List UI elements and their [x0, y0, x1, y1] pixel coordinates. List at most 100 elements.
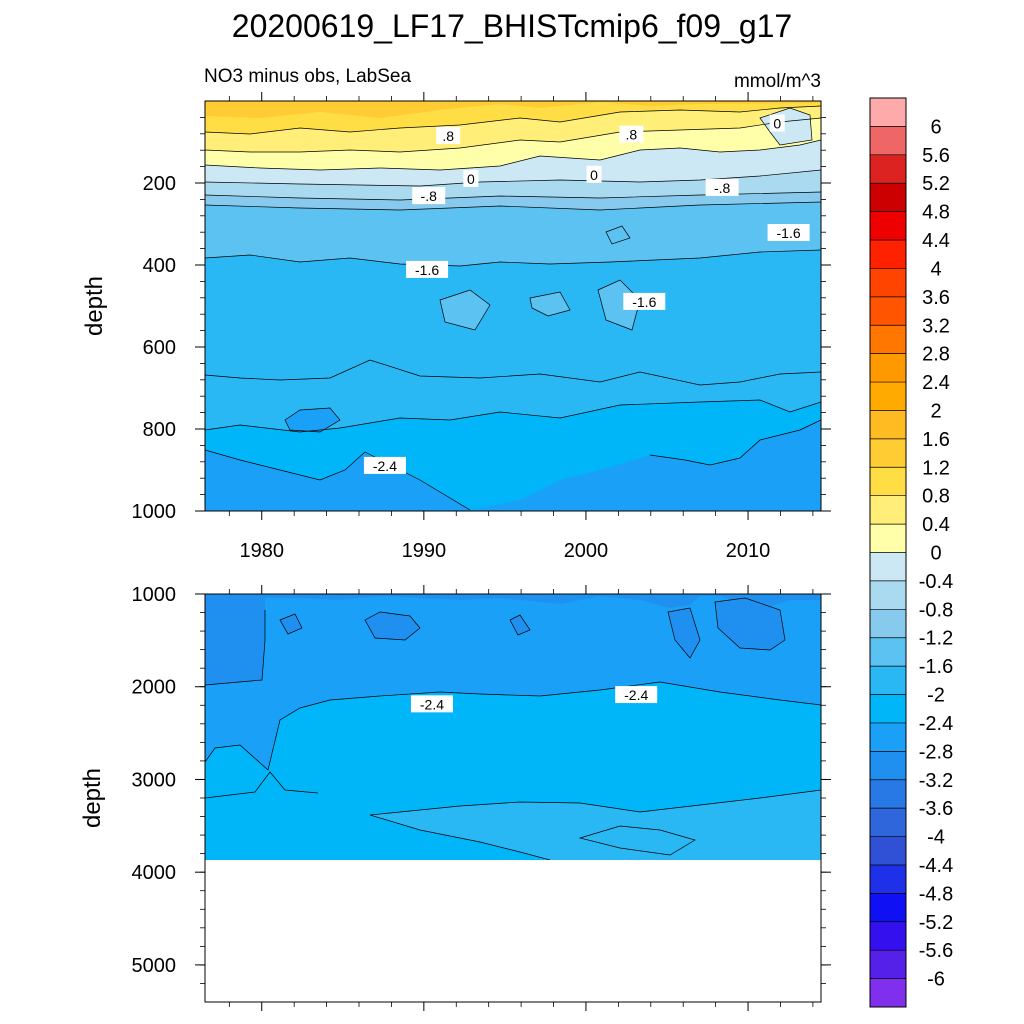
contour-label-text: -2.4 [420, 696, 444, 712]
axes: 1980 1990 2000 2010 200 400 600 800 1000 1000 2000… [132, 92, 831, 1011]
y-tick-label: 400 [143, 255, 176, 277]
colorbar-swatch [870, 666, 906, 696]
panel2-contour-lines [205, 597, 821, 860]
colorbar-swatch [870, 382, 906, 411]
colorbar-label: -4 [927, 827, 945, 849]
colorbar-swatch [870, 921, 906, 951]
panel1-band-1.2 [205, 101, 821, 118]
y-tick-label: 1000 [132, 584, 177, 606]
contour-label: -1.6 [767, 224, 810, 242]
x-tick-label: 2010 [726, 540, 771, 562]
y-tick-label: 600 [143, 337, 176, 359]
contour-label-text: -2.4 [373, 458, 397, 474]
colorbar-swatch [870, 438, 906, 468]
colorbar-swatch [870, 779, 906, 809]
colorbar-swatch [870, 154, 906, 184]
contour-label-bg [623, 292, 666, 310]
colorbar-swatch [870, 864, 906, 894]
colorbar-swatch [870, 353, 906, 383]
panel1-band-minus2.8-island [285, 408, 340, 432]
colorbar-frame [869, 97, 907, 1008]
colorbar-swatch [870, 580, 906, 610]
colorbar-label: -5.2 [919, 912, 953, 934]
contour-label: -1.6 [623, 292, 666, 310]
colorbar-swatch [870, 722, 906, 752]
colorbar-swatch [870, 950, 906, 980]
colorbar-label: 3.6 [922, 287, 950, 309]
contour-label-text: 0 [773, 116, 781, 132]
contour-label-text: .8 [625, 127, 637, 143]
colorbar-swatch [870, 126, 906, 156]
panel1-frame [204, 100, 822, 512]
colorbar-swatch [870, 836, 906, 866]
contour-label-text: -1.6 [415, 262, 439, 278]
colorbar-swatch [870, 893, 906, 923]
colorbar-swatch [870, 183, 906, 213]
panel2-band-minus3.2-island-a [365, 612, 420, 640]
contour-label-text: -.8 [421, 188, 438, 204]
panel2-band-minus3.2-island-b [510, 615, 530, 635]
contour-label: -.8 [412, 187, 446, 205]
contour-label: -2.4 [410, 695, 453, 713]
contour-label: .8 [436, 126, 461, 144]
colorbar-label: 0.4 [922, 514, 950, 536]
colorbar-label: 4.4 [922, 230, 950, 252]
contour-label: -.8 [705, 178, 739, 196]
colorbar-label: -3.2 [919, 770, 953, 792]
contour-label: 0 [769, 114, 785, 132]
contour-label-text: -2.4 [624, 687, 648, 703]
contour-label-text: 0 [467, 171, 475, 187]
colorbar-label: 0 [930, 543, 941, 565]
contour-label-bg [363, 456, 406, 474]
y-tick-label: 200 [143, 173, 176, 195]
colorbar-swatch [870, 240, 906, 269]
colorbar-label: -2.4 [919, 713, 953, 735]
colorbar-label: 6 [930, 116, 941, 138]
y-tick-label: 4000 [132, 862, 177, 884]
colorbar-swatch [870, 467, 906, 497]
colorbar-swatch [870, 978, 906, 1008]
colorbar-label: -1.2 [919, 628, 953, 650]
colorbar-swatch [870, 609, 906, 639]
contour-label-text: -1.6 [632, 294, 656, 310]
panel1-band-minus2.8 [205, 420, 821, 511]
contour-label-bg [412, 187, 446, 205]
panel1-y-axis-label: depth [81, 276, 108, 336]
colorbar-label: -0.8 [919, 599, 953, 621]
colorbar-swatch [870, 98, 906, 127]
panel1-band-minus1.6-island-c [598, 280, 640, 330]
colorbar-label: -1.6 [919, 656, 953, 678]
contour-label-bg [436, 126, 461, 144]
x-tick-label: 2000 [564, 540, 609, 562]
colorbar-swatch [870, 751, 906, 781]
colorbar-label: 2.4 [922, 372, 950, 394]
colorbar-label: 2 [930, 400, 941, 422]
contour-label-bg [767, 224, 810, 242]
colorbar-swatch [870, 524, 906, 553]
panel2-band-minus3.2-island-d [715, 598, 785, 650]
colorbar-swatch [870, 410, 906, 440]
contour-label-bg [705, 178, 739, 196]
x-tick-label: 1980 [239, 540, 284, 562]
contour-label-text: .8 [442, 128, 454, 144]
panel2-band-minus2-island [580, 826, 695, 855]
contour-label: 0 [586, 165, 602, 183]
colorbar-swatch [870, 211, 906, 241]
colorbar-label: 4 [930, 258, 941, 280]
panel2-contour-fills [205, 594, 821, 860]
contour-label-bg [463, 169, 479, 187]
panel2-y-axis-label: depth [79, 768, 106, 828]
colorbar: 6 5.6 5.2 4.8 4.4 4 3.6 3.2 2.8 2.4 2 1.6 1.2 0.8 0.4 0… [869, 97, 953, 1008]
colorbar-label: 1.2 [922, 457, 950, 479]
contour-labels: .8 .8 0 0 0 -.8 -.8 -1.6 -1.6 -1.6 -2.4 -2.4 -2.4 [363, 114, 810, 713]
contour-label-bg [406, 260, 449, 278]
contour-label: -2.4 [615, 686, 658, 704]
panel2-band-minus3.2-island-c [668, 608, 700, 658]
contour-label: 0 [463, 169, 479, 187]
contour-label: -1.6 [406, 260, 449, 278]
colorbar-label: 1.6 [922, 429, 950, 451]
colorbar-label: 5.2 [922, 173, 950, 195]
colorbar-label: -3.6 [919, 798, 953, 820]
panel1-band-minus1.6-island-b [530, 292, 570, 316]
